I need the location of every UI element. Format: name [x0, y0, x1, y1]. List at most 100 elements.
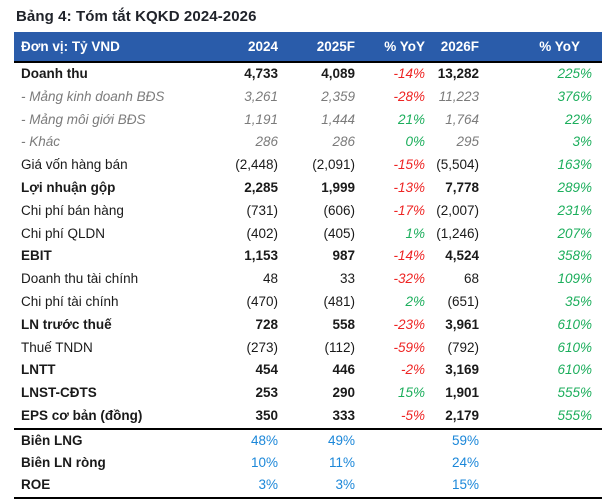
cell-2024: 454: [255, 362, 278, 378]
cell-2024: 2,285: [244, 179, 278, 195]
col-header-2024: 2024: [204, 32, 278, 63]
cell-yoy-2026: 358%: [557, 248, 592, 264]
col-header-yoy-2025: % YoY: [355, 32, 425, 63]
cell-2025f: (112): [324, 339, 355, 355]
cell-yoy-2026: 289%: [557, 179, 592, 195]
cell-2025f: 333: [332, 407, 355, 423]
cell-2024: (402): [246, 225, 278, 241]
cell-yoy-2026: 163%: [557, 157, 592, 173]
cell-2026f: 68: [463, 271, 479, 287]
cell-2025f: 987: [332, 248, 355, 264]
header-row: Đơn vị: Tỷ VND 2024 2025F % YoY 2026F % …: [14, 32, 602, 63]
cell-yoy-2026: 610%: [557, 362, 592, 378]
cell-2024: 350: [255, 407, 278, 423]
col-header-yoy-2026: % YoY: [479, 32, 602, 63]
cell-2024: 3%: [258, 477, 278, 493]
cell-2024: 1,191: [244, 111, 278, 127]
cell-label: LN trước thuế: [21, 316, 112, 332]
cell-2024: 728: [255, 316, 278, 332]
table-row: Chi phí tài chính (470) (481) 2% (651) 35%: [14, 291, 602, 314]
cell-yoy-2026: 231%: [557, 202, 592, 218]
col-header-2026f: 2026F: [425, 32, 479, 63]
cell-2025f: 290: [332, 385, 355, 401]
cell-yoy-2025: -17%: [393, 202, 425, 218]
table-row: Thuế TNDN (273) (112) -59% (792) 610%: [14, 337, 602, 360]
cell-2025f: (405): [323, 225, 355, 241]
cell-yoy-2025: 15%: [397, 385, 425, 401]
cell-2025f: 1,999: [321, 179, 355, 195]
cell-yoy-2026: [479, 474, 602, 497]
cell-2024: 48%: [250, 432, 278, 448]
cell-yoy-2025: -32%: [393, 271, 425, 287]
cell-label: Doanh thu tài chính: [21, 271, 139, 287]
cell-yoy-2025: 2%: [405, 293, 425, 309]
cell-yoy-2026: 3%: [572, 134, 592, 150]
table-row: LNST-CĐTS 253 290 15% 1,901 555%: [14, 382, 602, 405]
cell-2026f: 24%: [451, 455, 479, 471]
cell-2026f: 13,282: [437, 66, 479, 81]
cell-label: Thuế TNDN: [21, 339, 93, 355]
cell-2026f: (651): [447, 293, 479, 309]
cell-2024: (273): [246, 339, 278, 355]
table-row: LNTT 454 446 -2% 3,169 610%: [14, 359, 602, 382]
cell-2025f: 4,089: [321, 66, 355, 81]
cell-2025f: 33: [339, 271, 355, 287]
cell-2025f: 446: [332, 362, 355, 378]
cell-2026f: (2,007): [436, 202, 479, 218]
table-row: EBIT 1,153 987 -14% 4,524 358%: [14, 245, 602, 268]
cell-2025f: (606): [323, 202, 355, 218]
cell-2024: 10%: [250, 455, 278, 471]
cell-label: Doanh thu: [21, 66, 88, 81]
cell-2025f: 11%: [328, 455, 355, 471]
table-row: Chi phí QLDN (402) (405) 1% (1,246) 207%: [14, 223, 602, 246]
cell-2026f: 3,169: [445, 362, 479, 378]
table-title: Bảng 4: Tóm tắt KQKD 2024-2026: [16, 8, 257, 25]
cell-2026f: (1,246): [436, 225, 479, 241]
cell-2026f: (5,504): [436, 157, 479, 173]
cell-label: Giá vốn hàng bán: [21, 157, 128, 173]
cell-yoy-2026: [479, 452, 602, 474]
table-row: - Mảng môi giới BĐS 1,191 1,444 21% 1,764 22%: [14, 109, 602, 132]
cell-2026f: 2,179: [445, 407, 479, 423]
cell-yoy-2026: 376%: [557, 88, 592, 104]
unit-label: Đơn vị: Tỷ VND: [14, 32, 204, 63]
cell-2024: (2,448): [235, 157, 278, 173]
cell-label: Biên LN ròng: [21, 455, 106, 471]
cell-2024: 4,733: [244, 66, 278, 81]
cell-2025f: 49%: [327, 432, 355, 448]
ratio-row: Biên LNG 48% 49% 59%: [14, 429, 602, 452]
cell-2024: 1,153: [244, 248, 278, 264]
table-row: - Khác 286 286 0% 295 3%: [14, 131, 602, 154]
cell-label: Biên LNG: [21, 432, 83, 448]
cell-2024: (470): [246, 293, 278, 309]
ratio-row: ROE 3% 3% 15%: [14, 474, 602, 497]
cell-yoy-2026: 22%: [564, 111, 592, 127]
cell-yoy-2025: -28%: [393, 88, 425, 104]
cell-yoy-2025: [355, 452, 425, 474]
table-row: LN trước thuế 728 558 -23% 3,961 610%: [14, 314, 602, 337]
cell-yoy-2026: 555%: [557, 385, 592, 401]
cell-yoy-2025: -13%: [393, 179, 425, 195]
cell-yoy-2026: 207%: [557, 225, 592, 241]
cell-yoy-2026: 555%: [557, 407, 592, 423]
cell-label: ROE: [21, 477, 51, 493]
cell-2024: 3,261: [244, 88, 278, 104]
cell-yoy-2025: -14%: [393, 248, 425, 264]
cell-yoy-2025: -23%: [393, 316, 425, 332]
cell-2024: 286: [255, 134, 278, 150]
cell-yoy-2025: 21%: [397, 111, 425, 127]
ratio-row: Biên LN ròng 10% 11% 24%: [14, 452, 602, 474]
cell-2026f: 295: [456, 134, 479, 150]
cell-yoy-2025: 0%: [405, 134, 425, 150]
cell-yoy-2026: 35%: [564, 293, 592, 309]
cell-yoy-2026: [479, 429, 602, 452]
cell-label: EBIT: [21, 248, 52, 264]
cell-yoy-2025: -14%: [393, 66, 425, 81]
cell-2025f: 558: [332, 316, 355, 332]
table-row: Doanh thu tài chính 48 33 -32% 68 109%: [14, 268, 602, 291]
table-row: Giá vốn hàng bán (2,448) (2,091) -15% (5,504…: [14, 154, 602, 177]
cell-yoy-2025: -59%: [393, 339, 425, 355]
cell-2025f: 2,359: [321, 88, 355, 104]
cell-yoy-2025: -5%: [400, 407, 425, 423]
cell-yoy-2025: 1%: [405, 225, 425, 241]
